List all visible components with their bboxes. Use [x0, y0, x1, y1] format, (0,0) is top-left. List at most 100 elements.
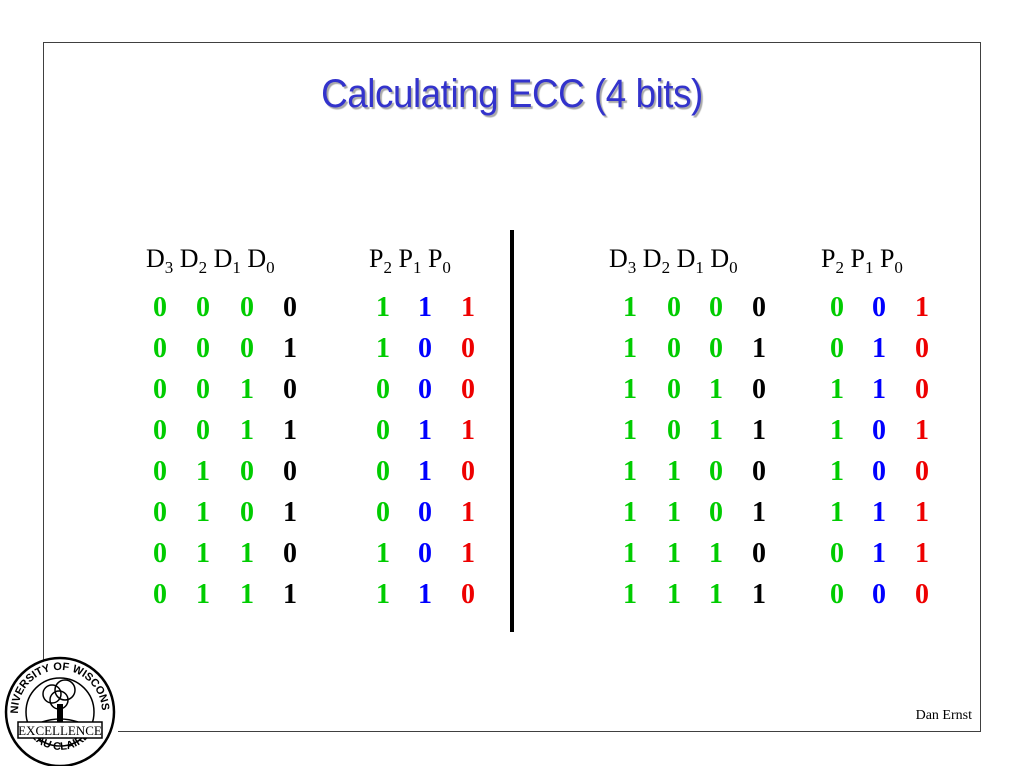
parity-bit-p1: 1 — [418, 415, 432, 446]
parity-bit-p2: 0 — [830, 538, 844, 569]
parity-bit-p0: 0 — [915, 333, 929, 364]
parity-bit-p0: 1 — [915, 292, 929, 323]
data-bit-d3: 1 — [623, 579, 637, 610]
header-d2: D2 — [642, 244, 671, 277]
header-d3: D3 — [146, 244, 174, 277]
header-d2: D2 — [179, 244, 208, 277]
data-bit-d0: 0 — [752, 456, 766, 487]
data-bit-d2: 0 — [667, 333, 681, 364]
parity-bit-p2: 0 — [830, 333, 844, 364]
parity-bit-p1: 1 — [872, 374, 886, 405]
slide-frame-bottom-line — [118, 731, 981, 732]
parity-bit-p2: 0 — [830, 292, 844, 323]
parity-bit-p0: 1 — [915, 415, 929, 446]
data-bit-d1: 1 — [240, 538, 254, 569]
data-bit-d1: 0 — [240, 333, 254, 364]
data-bit-d0: 0 — [752, 292, 766, 323]
header-p2: P2 — [369, 244, 392, 277]
parity-bit-p2: 0 — [376, 374, 390, 405]
parity-bit-p2: 0 — [830, 579, 844, 610]
seal-motto: EXCELLENCE — [18, 723, 102, 738]
data-bit-d1: 1 — [240, 374, 254, 405]
parity-bit-p2: 1 — [376, 292, 390, 323]
data-bit-d2: 1 — [196, 579, 210, 610]
table-divider — [510, 230, 514, 632]
data-bit-d3: 0 — [153, 292, 167, 323]
header-d3: D3 — [609, 244, 637, 277]
data-bit-d0: 0 — [752, 374, 766, 405]
parity-bits-header: P2 P1 P0 — [821, 244, 903, 277]
data-bit-d3: 1 — [623, 415, 637, 446]
data-bits-header: D3 D2 D1 D0 — [146, 244, 275, 277]
data-bit-d3: 1 — [623, 333, 637, 364]
data-bit-d0: 1 — [283, 497, 297, 528]
parity-bit-p1: 1 — [872, 333, 886, 364]
parity-bit-p0: 1 — [915, 497, 929, 528]
data-bit-d1: 1 — [240, 415, 254, 446]
header-d1: D1 — [676, 244, 704, 277]
data-bit-d0: 0 — [752, 538, 766, 569]
parity-bit-p1: 0 — [418, 374, 432, 405]
data-bit-d2: 0 — [667, 415, 681, 446]
data-bit-d0: 0 — [283, 456, 297, 487]
header-p2: P2 — [821, 244, 844, 277]
data-bit-d3: 1 — [623, 374, 637, 405]
data-bit-d0: 0 — [283, 374, 297, 405]
data-bit-d1: 0 — [240, 456, 254, 487]
slide-frame — [43, 42, 981, 732]
data-bit-d2: 1 — [667, 579, 681, 610]
parity-bit-p2: 0 — [376, 456, 390, 487]
parity-bit-p1: 0 — [418, 497, 432, 528]
parity-bit-p0: 0 — [915, 374, 929, 405]
data-bit-d2: 0 — [667, 292, 681, 323]
header-d0: D0 — [247, 244, 275, 277]
data-bit-d2: 1 — [196, 497, 210, 528]
data-bits-header: D3 D2 D1 D0 — [609, 244, 738, 277]
data-bit-d2: 0 — [196, 374, 210, 405]
data-bit-d0: 1 — [283, 333, 297, 364]
data-bit-d1: 1 — [240, 579, 254, 610]
data-bit-d1: 1 — [709, 579, 723, 610]
data-bit-d3: 1 — [623, 538, 637, 569]
data-bit-d1: 0 — [709, 497, 723, 528]
parity-bit-p2: 1 — [830, 374, 844, 405]
data-bit-d2: 1 — [196, 456, 210, 487]
data-bit-d3: 0 — [153, 374, 167, 405]
data-bit-d1: 0 — [709, 292, 723, 323]
parity-bit-p1: 0 — [418, 538, 432, 569]
data-bit-d1: 0 — [709, 456, 723, 487]
data-bit-d2: 1 — [667, 497, 681, 528]
header-p0: P0 — [427, 244, 451, 277]
data-bit-d1: 1 — [709, 374, 723, 405]
data-bit-d0: 1 — [283, 579, 297, 610]
parity-bit-p0: 1 — [461, 292, 475, 323]
data-bit-d3: 0 — [153, 415, 167, 446]
header-p1: P1 — [850, 244, 874, 277]
header-p1: P1 — [398, 244, 422, 277]
data-bit-d0: 1 — [752, 497, 766, 528]
parity-bit-p0: 0 — [461, 456, 475, 487]
data-bit-d3: 0 — [153, 456, 167, 487]
data-bit-d2: 0 — [196, 415, 210, 446]
data-bit-d3: 0 — [153, 538, 167, 569]
data-bit-d3: 0 — [153, 497, 167, 528]
parity-bit-p1: 0 — [872, 415, 886, 446]
header-d0: D0 — [710, 244, 738, 277]
data-bit-d0: 0 — [283, 538, 297, 569]
data-bit-d2: 1 — [196, 538, 210, 569]
data-bit-d1: 0 — [240, 292, 254, 323]
data-bit-d2: 1 — [667, 538, 681, 569]
parity-bit-p1: 1 — [872, 497, 886, 528]
